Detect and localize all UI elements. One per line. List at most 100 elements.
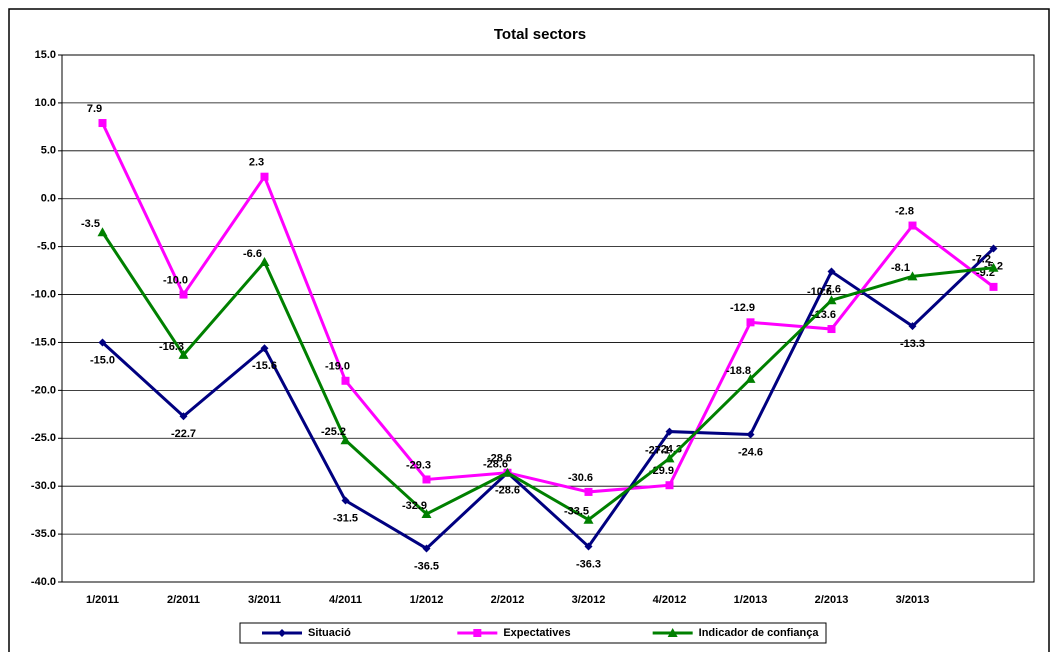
x-tick-label: 2/2012 xyxy=(491,594,525,606)
point xyxy=(583,514,594,524)
data-label: -10.0 xyxy=(163,274,188,286)
point xyxy=(664,453,675,463)
point xyxy=(989,282,998,291)
point xyxy=(97,227,108,237)
x-tick-label: 1/2011 xyxy=(86,594,119,606)
point xyxy=(179,290,188,299)
point xyxy=(98,119,107,128)
point xyxy=(340,435,351,445)
legend-marker xyxy=(278,629,286,637)
data-label: -28.6 xyxy=(495,485,520,497)
x-tick-label: 1/2013 xyxy=(734,594,768,606)
point xyxy=(827,267,836,276)
series-line xyxy=(101,247,995,551)
data-label: -36.5 xyxy=(414,560,439,572)
data-label: -7.2 xyxy=(972,254,991,266)
legend-label: Expectatives xyxy=(503,627,570,639)
y-tick-label: -40.0 xyxy=(31,576,56,588)
legend: Situació Expectatives Indicador de confian… xyxy=(239,622,827,644)
legend-label: Situació xyxy=(308,627,351,639)
point xyxy=(746,318,755,327)
x-tick-label: 2/2011 xyxy=(167,594,200,606)
data-label: -13.6 xyxy=(811,309,836,321)
x-tick-label: 1/2012 xyxy=(410,594,444,606)
x-tick-label: 2/2013 xyxy=(815,594,849,606)
x-tick-label: 4/2011 xyxy=(329,594,362,606)
point xyxy=(98,338,107,347)
data-label: -18.8 xyxy=(726,365,751,377)
data-label: -36.3 xyxy=(576,558,601,570)
data-label: -2.8 xyxy=(895,205,914,217)
data-label: -7.6 xyxy=(822,283,841,295)
data-label: -22.7 xyxy=(171,428,196,440)
x-tick-label: 4/2012 xyxy=(653,594,687,606)
data-label: -31.5 xyxy=(333,512,358,524)
data-label: -27.1 xyxy=(645,444,670,456)
point xyxy=(745,373,756,383)
point xyxy=(584,542,593,551)
point xyxy=(421,508,432,518)
data-label: -12.9 xyxy=(730,302,755,314)
point xyxy=(341,376,350,385)
data-label: -15.6 xyxy=(252,360,277,372)
data-label: -15.0 xyxy=(90,354,115,366)
point xyxy=(665,427,674,436)
data-label: -6.6 xyxy=(243,248,262,260)
data-label: -8.1 xyxy=(891,262,910,274)
point xyxy=(988,262,999,272)
data-label: -29.3 xyxy=(406,459,431,471)
data-label: -10.6 xyxy=(807,286,832,298)
point xyxy=(341,496,350,505)
y-tick-label: -5.0 xyxy=(37,241,56,253)
y-tick-label: 5.0 xyxy=(41,145,56,157)
point xyxy=(827,325,836,334)
y-tick-label: 10.0 xyxy=(35,97,56,109)
point xyxy=(989,244,998,253)
data-label: -28.6 xyxy=(483,459,508,471)
data-label: -24.6 xyxy=(738,446,763,458)
x-tick-label: 3/2012 xyxy=(572,594,606,606)
data-label: 7.9 xyxy=(87,103,102,115)
x-tick-label: 3/2013 xyxy=(896,594,930,606)
point xyxy=(746,430,755,439)
point xyxy=(907,271,918,281)
y-tick-label: 15.0 xyxy=(35,49,56,61)
legend-marker xyxy=(667,628,678,637)
point xyxy=(259,256,270,266)
data-label: -32.9 xyxy=(402,500,427,512)
point xyxy=(908,322,917,331)
legend-box xyxy=(239,622,827,644)
y-tick-label: -20.0 xyxy=(31,384,56,396)
chart-frame xyxy=(8,8,1050,652)
point xyxy=(502,467,513,477)
data-label: -33.5 xyxy=(564,506,589,518)
data-label: -19.0 xyxy=(325,361,350,373)
point xyxy=(422,544,431,553)
data-label: -16.3 xyxy=(159,341,184,353)
data-label: -25.2 xyxy=(321,426,346,438)
series-line xyxy=(101,122,995,494)
data-label: -13.3 xyxy=(900,338,925,350)
series-line xyxy=(101,231,994,522)
point xyxy=(826,295,837,305)
point xyxy=(260,344,269,353)
legend-label: Indicador de confiança xyxy=(699,627,820,639)
x-tick-label: 3/2011 xyxy=(248,594,281,606)
y-tick-label: -15.0 xyxy=(31,336,56,348)
chart-title: Total sectors xyxy=(494,26,586,43)
y-tick-label: -30.0 xyxy=(31,480,56,492)
y-tick-label: -25.0 xyxy=(31,432,56,444)
y-tick-label: -35.0 xyxy=(31,528,56,540)
y-tick-label: 0.0 xyxy=(41,193,56,205)
point xyxy=(422,475,431,484)
point xyxy=(179,412,188,421)
data-label: -28.6 xyxy=(487,453,512,465)
point xyxy=(584,487,593,496)
point xyxy=(178,349,189,359)
y-tick-label: -10.0 xyxy=(31,288,56,300)
point xyxy=(665,481,674,490)
data-label: -30.6 xyxy=(568,472,593,484)
point xyxy=(908,221,917,230)
data-label: -3.5 xyxy=(81,218,100,230)
